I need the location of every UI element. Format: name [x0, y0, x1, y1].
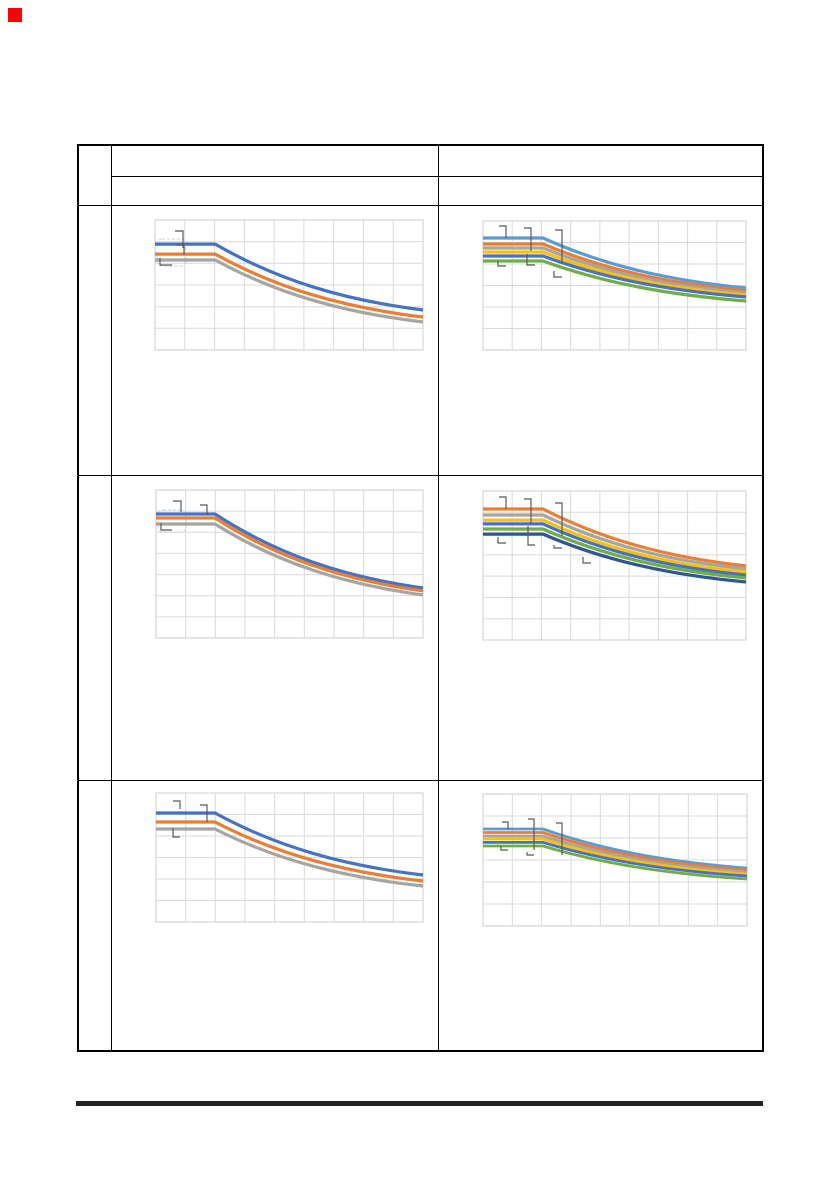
corner-marker — [8, 8, 22, 22]
row-label-cell-1 — [77, 204, 112, 476]
table-row-2 — [77, 474, 764, 781]
line-chart-r2-right — [482, 490, 747, 641]
line-chart-r1-right — [482, 220, 747, 351]
header-row-1 — [77, 144, 764, 206]
line-chart-r3-left — [155, 792, 424, 923]
header-cell-right — [437, 144, 764, 177]
subheader-cell-right — [437, 175, 764, 206]
line-chart-r1-left — [154, 219, 424, 351]
header-cell-left — [110, 144, 439, 177]
header-row-label-cell — [77, 144, 112, 206]
footer-rule — [76, 1101, 763, 1106]
line-chart-r3-right — [482, 793, 748, 927]
row-label-cell-2 — [77, 474, 112, 781]
row-label-cell-3 — [77, 779, 112, 1052]
subheader-cell-left — [110, 175, 439, 206]
header-row-2 — [78, 175, 764, 206]
chart-cell-r1-right — [437, 204, 764, 476]
line-chart-r2-left — [155, 489, 424, 639]
